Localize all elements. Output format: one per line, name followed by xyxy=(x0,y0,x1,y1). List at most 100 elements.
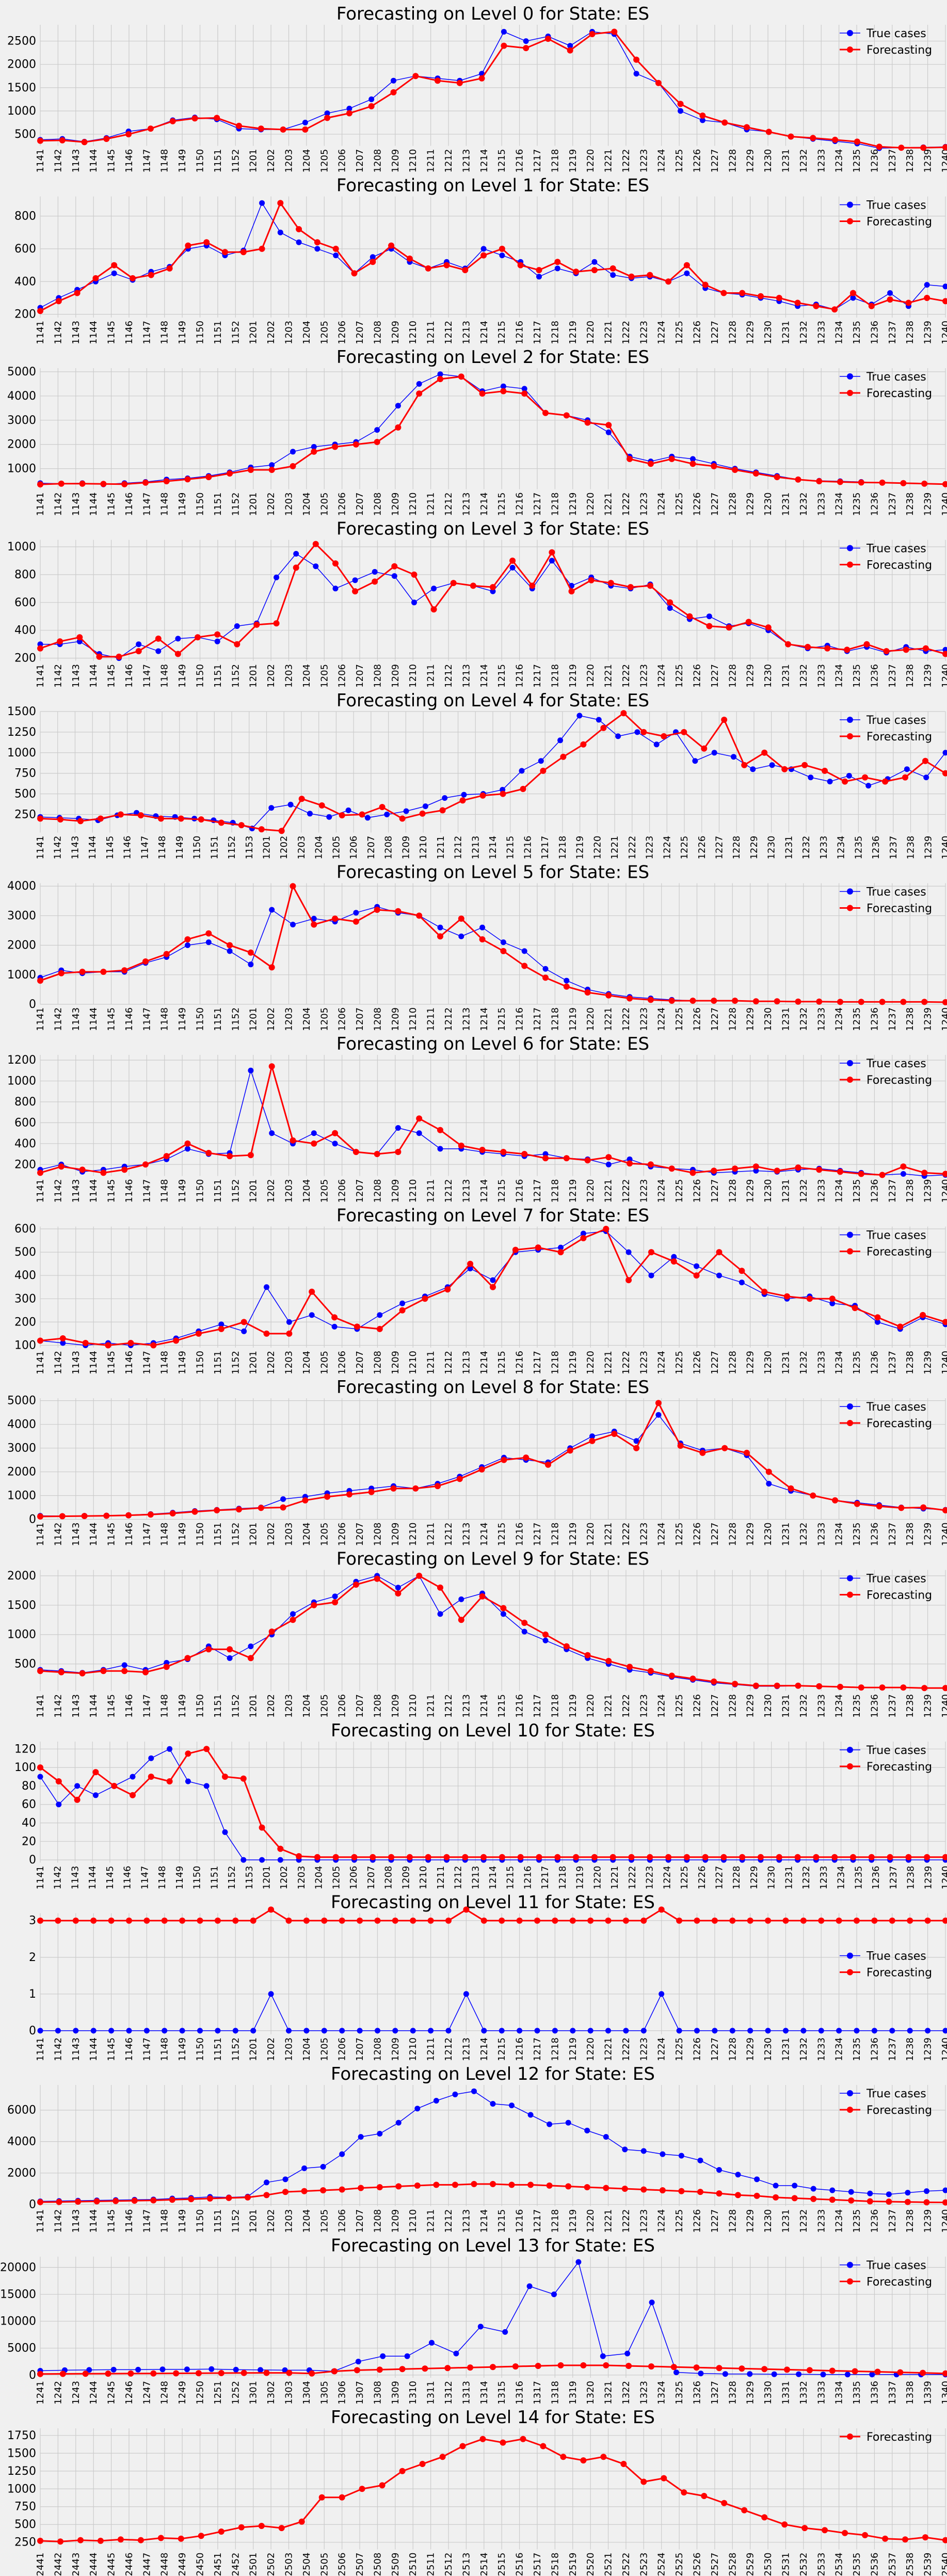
data-point-forecasting xyxy=(143,1917,150,1924)
data-point-forecasting xyxy=(788,1485,794,1492)
data-point-true-cases xyxy=(549,558,555,564)
data-point-true-cases xyxy=(384,811,390,817)
data-point-forecasting xyxy=(668,1165,675,1172)
y-tick-label: 200 xyxy=(14,652,36,665)
data-point-forecasting xyxy=(668,1672,675,1679)
data-point-forecasting xyxy=(258,125,264,132)
legend-label: True cases xyxy=(866,1401,926,1414)
x-tick-label: 1211 xyxy=(426,2037,437,2061)
data-point-forecasting xyxy=(406,255,413,262)
x-tick-label: 1214 xyxy=(479,2209,490,2233)
data-point-forecasting xyxy=(368,1489,375,1495)
data-point-forecasting xyxy=(278,828,285,834)
data-point-forecasting xyxy=(471,2180,477,2187)
data-point-forecasting xyxy=(113,2198,119,2204)
x-tick-label: 1240 xyxy=(940,664,947,688)
x-tick-label: 1243 xyxy=(71,2381,82,2405)
data-point-true-cases xyxy=(542,1151,549,1157)
data-point-forecasting xyxy=(435,1483,441,1490)
data-point-forecasting xyxy=(191,1508,198,1515)
data-point-forecasting xyxy=(854,1500,860,1507)
y-tick-label: 100 xyxy=(14,1761,36,1774)
legend-swatch-marker xyxy=(847,2107,853,2113)
x-tick-label: 1202 xyxy=(266,2209,277,2233)
data-point-forecasting xyxy=(427,1917,434,1924)
data-point-forecasting xyxy=(501,42,507,49)
x-tick-label: 1217 xyxy=(540,836,551,860)
x-tick-label: 1317 xyxy=(532,2381,543,2405)
data-point-forecasting xyxy=(290,1617,296,1623)
x-tick-label: 1204 xyxy=(301,1694,312,1718)
data-point-forecasting xyxy=(406,1854,413,1860)
x-tick-label: 1322 xyxy=(621,2381,632,2405)
data-point-true-cases xyxy=(706,613,712,620)
x-tick-label: 1233 xyxy=(816,1351,827,1374)
data-point-true-cases xyxy=(773,2183,779,2189)
data-point-forecasting xyxy=(765,129,772,135)
x-tick-label: 1236 xyxy=(869,2209,880,2233)
x-tick-label: 1223 xyxy=(645,1866,655,1890)
data-point-forecasting xyxy=(699,1449,706,1456)
data-point-true-cases xyxy=(554,265,560,272)
data-point-forecasting xyxy=(589,1437,596,1444)
data-point-true-cases xyxy=(395,2120,402,2126)
data-point-forecasting xyxy=(37,1668,43,1674)
data-point-forecasting xyxy=(37,2370,43,2377)
data-point-true-cases xyxy=(603,2134,609,2140)
x-tick-label: 202510 xyxy=(408,2553,419,2576)
data-point-true-cases xyxy=(889,2028,895,2034)
data-point-true-cases xyxy=(437,924,443,930)
data-point-forecasting xyxy=(580,2362,587,2368)
data-point-forecasting xyxy=(370,259,376,265)
data-point-true-cases xyxy=(942,283,947,290)
data-point-forecasting xyxy=(399,1307,406,1314)
x-tick-label: 1210 xyxy=(408,493,419,516)
x-tick-label: 1221 xyxy=(603,664,614,688)
data-point-forecasting xyxy=(569,1917,576,1924)
series-line-forecasting xyxy=(40,712,946,832)
x-tick-label: 1247 xyxy=(141,2381,152,2405)
data-point-forecasting xyxy=(922,645,929,652)
data-point-forecasting xyxy=(721,2500,728,2506)
data-point-true-cases xyxy=(747,2028,753,2034)
x-tick-label: 1212 xyxy=(443,1179,454,1203)
x-tick-label: 202444 xyxy=(88,2553,99,2576)
data-point-true-cases xyxy=(534,2028,540,2034)
data-point-forecasting xyxy=(905,299,912,306)
data-point-true-cases xyxy=(111,270,117,276)
data-point-true-cases xyxy=(481,2028,487,2034)
x-tick-label: 1216 xyxy=(515,1179,525,1203)
x-tick-label: 1212 xyxy=(443,321,454,344)
data-point-forecasting xyxy=(625,1277,632,1284)
data-point-forecasting xyxy=(842,778,848,785)
data-point-true-cases xyxy=(865,783,872,789)
x-tick-label: 1217 xyxy=(532,1007,543,1031)
data-point-forecasting xyxy=(332,1854,339,1860)
x-tick-label: 1217 xyxy=(532,664,543,688)
data-point-true-cases xyxy=(649,2299,655,2305)
data-point-forecasting xyxy=(848,2197,855,2204)
data-point-forecasting xyxy=(874,2368,881,2375)
x-tick-label: 1215 xyxy=(496,664,507,688)
data-point-forecasting xyxy=(137,2537,144,2543)
x-tick-label: 1245 xyxy=(106,2381,117,2405)
x-tick-label: 1209 xyxy=(390,1179,401,1203)
x-tick-label: 1202 xyxy=(266,149,277,173)
legend-label: True cases xyxy=(866,1057,926,1070)
x-tick-label: 1222 xyxy=(627,836,638,860)
x-tick-label: 202526 xyxy=(692,2553,703,2576)
data-point-forecasting xyxy=(178,815,184,822)
x-tick-label: 1233 xyxy=(816,664,827,688)
data-point-forecasting xyxy=(942,1917,947,1924)
y-tick-label: 500 xyxy=(14,1246,36,1259)
data-point-true-cases xyxy=(416,381,422,387)
data-point-forecasting xyxy=(205,1150,212,1156)
data-point-forecasting xyxy=(111,262,118,268)
data-point-forecasting xyxy=(501,1457,507,1463)
x-tick-label: 1152 xyxy=(227,836,237,860)
legend-label: True cases xyxy=(866,1950,926,1963)
x-tick-label: 1237 xyxy=(887,1523,898,1546)
x-tick-label: 1148 xyxy=(159,1523,170,1546)
x-tick-label: 1213 xyxy=(470,1866,481,1890)
